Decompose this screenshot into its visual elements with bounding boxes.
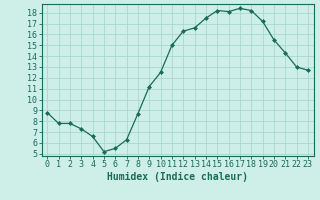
X-axis label: Humidex (Indice chaleur): Humidex (Indice chaleur) xyxy=(107,172,248,182)
